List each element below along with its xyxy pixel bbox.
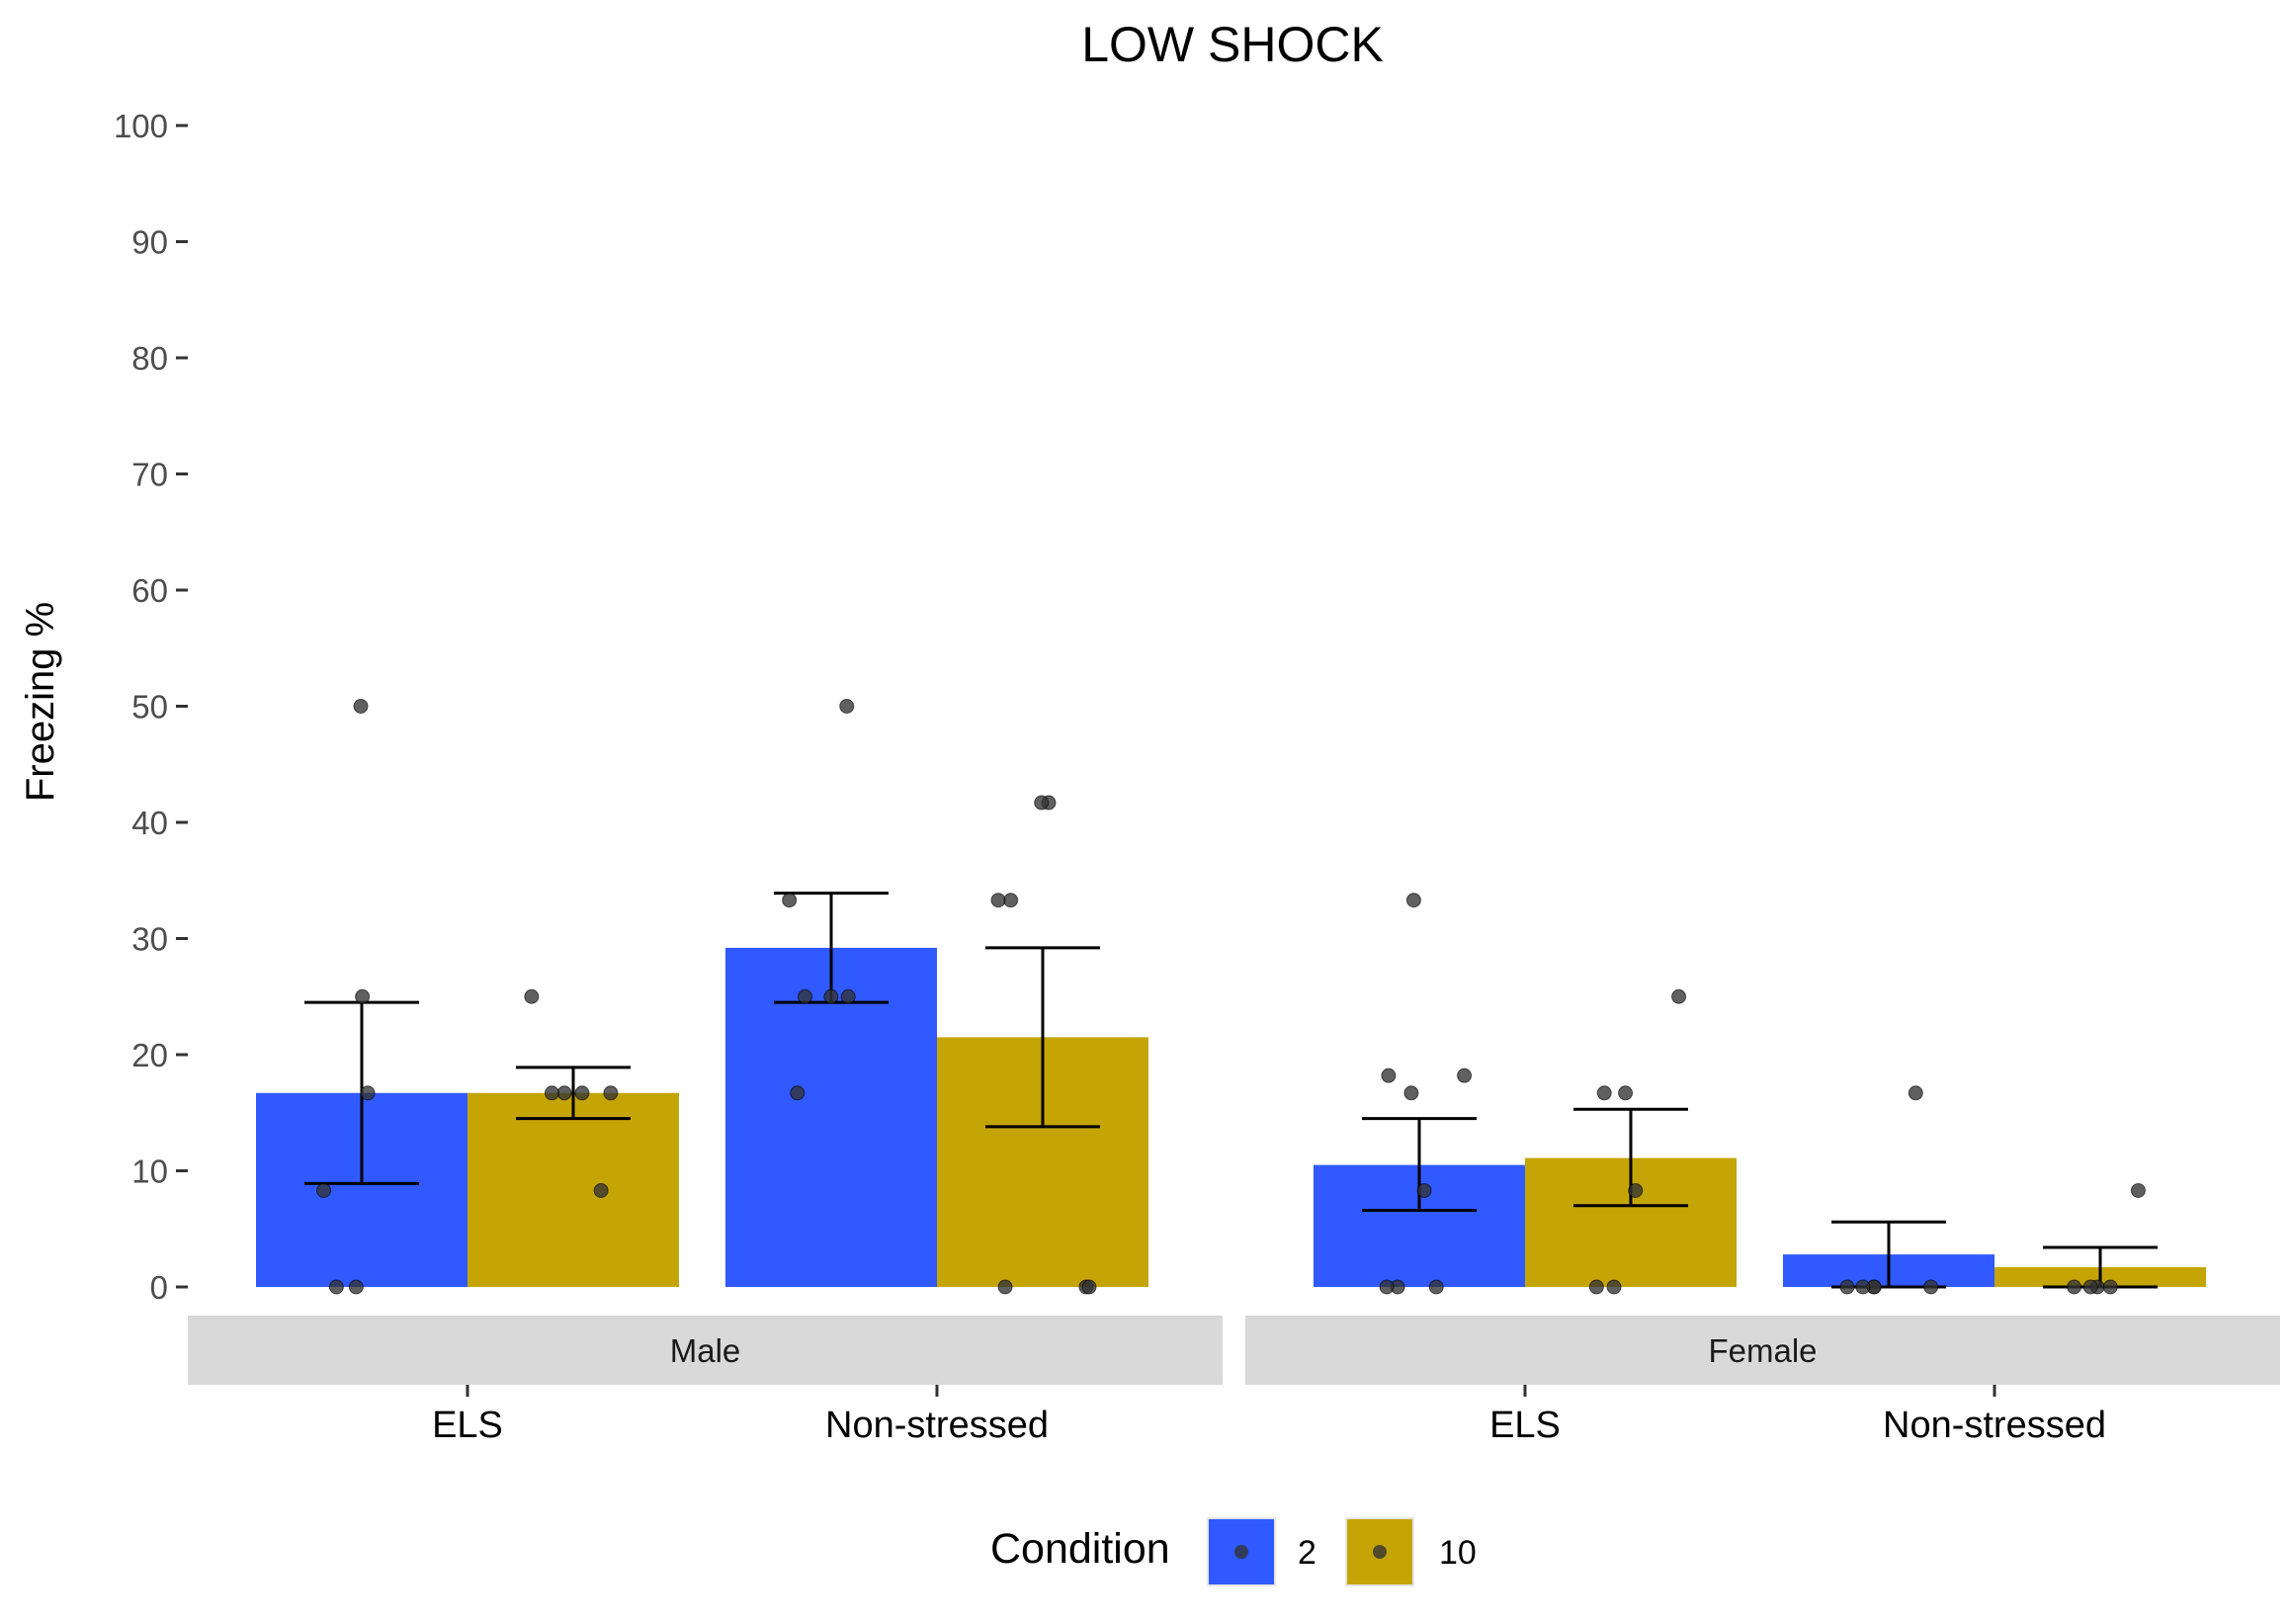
data-point (1855, 1279, 1871, 1295)
data-point (2102, 1279, 2118, 1295)
data-point (840, 988, 856, 1004)
y-axis: 0 10 20 30 40 50 60 70 80 90 100 (114, 108, 188, 1306)
chart-title: LOW SHOCK (1081, 17, 1384, 72)
x-tick-label: Non-stressed (825, 1405, 1049, 1446)
data-point (544, 1085, 559, 1101)
facet-strip-label: Female (1708, 1332, 1817, 1369)
legend-label: 2 (1298, 1534, 1316, 1572)
x-tick-label: ELS (432, 1405, 503, 1446)
legend: Condition 2 10 (990, 1517, 1477, 1586)
data-point (798, 988, 813, 1004)
data-point (348, 1279, 364, 1295)
points (1379, 893, 2146, 1295)
x-tick-label: ELS (1489, 1405, 1561, 1446)
data-point (1923, 1279, 1939, 1295)
data-point (1606, 1279, 1622, 1295)
data-point (593, 1182, 609, 1198)
data-point (574, 1085, 590, 1101)
data-point (1457, 1068, 1473, 1083)
data-point (997, 1279, 1013, 1295)
data-point (823, 988, 839, 1004)
facet-strip-male (188, 1316, 1223, 1385)
data-point (1405, 893, 1421, 908)
data-point (1628, 1182, 1644, 1198)
legend-key-2 (1207, 1517, 1276, 1586)
data-point (556, 1085, 572, 1101)
bar-male-non-stressed-series-2 (725, 947, 937, 1287)
data-point (1379, 1279, 1395, 1295)
y-tick-label: 40 (131, 805, 168, 841)
data-point (360, 1085, 376, 1101)
data-point (316, 1182, 332, 1198)
data-point (1671, 988, 1687, 1004)
data-point (603, 1085, 619, 1101)
legend-key-10 (1345, 1517, 1414, 1586)
data-point (1428, 1279, 1444, 1295)
facet-strip-female (1245, 1316, 2280, 1385)
data-point (1403, 1085, 1419, 1101)
data-point (990, 893, 1006, 908)
data-point (1839, 1279, 1855, 1295)
data-point (790, 1085, 806, 1101)
facet-strip-label: Male (670, 1332, 741, 1369)
data-point (1416, 1182, 1432, 1198)
y-tick-label: 100 (114, 108, 168, 144)
data-point (1081, 1279, 1097, 1295)
facet-panels: ELS Non-stressed Male ELS Non-stressed Female (188, 699, 2280, 1446)
points (316, 699, 1097, 1295)
error-bars (304, 892, 1100, 1185)
y-tick-label: 90 (131, 224, 168, 261)
y-tick-label: 10 (131, 1154, 168, 1190)
data-point (782, 893, 798, 908)
facet-male: ELS Non-stressed Male (188, 699, 1223, 1446)
y-axis-label: Freezing % (19, 602, 62, 802)
y-tick-label: 0 (150, 1269, 168, 1306)
data-point (353, 699, 369, 714)
data-point (328, 1279, 344, 1295)
data-point (1596, 1085, 1612, 1101)
data-point (2067, 1279, 2082, 1295)
data-point (2130, 1182, 2146, 1198)
legend-title: Condition (990, 1525, 1170, 1573)
legend-label: 10 (1439, 1534, 1477, 1572)
data-point (1003, 893, 1019, 908)
y-tick-label: 20 (131, 1037, 168, 1073)
y-tick-label: 30 (131, 921, 168, 958)
error-bar-male-non-stressed-series-10 (985, 946, 1100, 1129)
data-point (524, 988, 540, 1004)
x-tick-label: Non-stressed (1883, 1405, 2106, 1446)
error-bar-male-els-series-10 (516, 1066, 631, 1121)
y-tick-label: 60 (131, 572, 168, 609)
y-tick-label: 80 (131, 340, 168, 377)
data-point (1618, 1085, 1634, 1101)
y-tick-label: 50 (131, 689, 168, 726)
data-point (355, 988, 371, 1004)
bars (256, 947, 1148, 1287)
data-point (2082, 1279, 2098, 1295)
data-point (1908, 1085, 1923, 1101)
y-tick-label: 70 (131, 457, 168, 493)
bar-male-els-series-10 (467, 1092, 679, 1287)
data-point (1381, 1068, 1397, 1083)
data-point (1588, 1279, 1604, 1295)
facet-female: ELS Non-stressed Female (1245, 893, 2280, 1446)
bars (1314, 1157, 2206, 1287)
data-point (1034, 795, 1050, 811)
data-point (839, 699, 855, 714)
